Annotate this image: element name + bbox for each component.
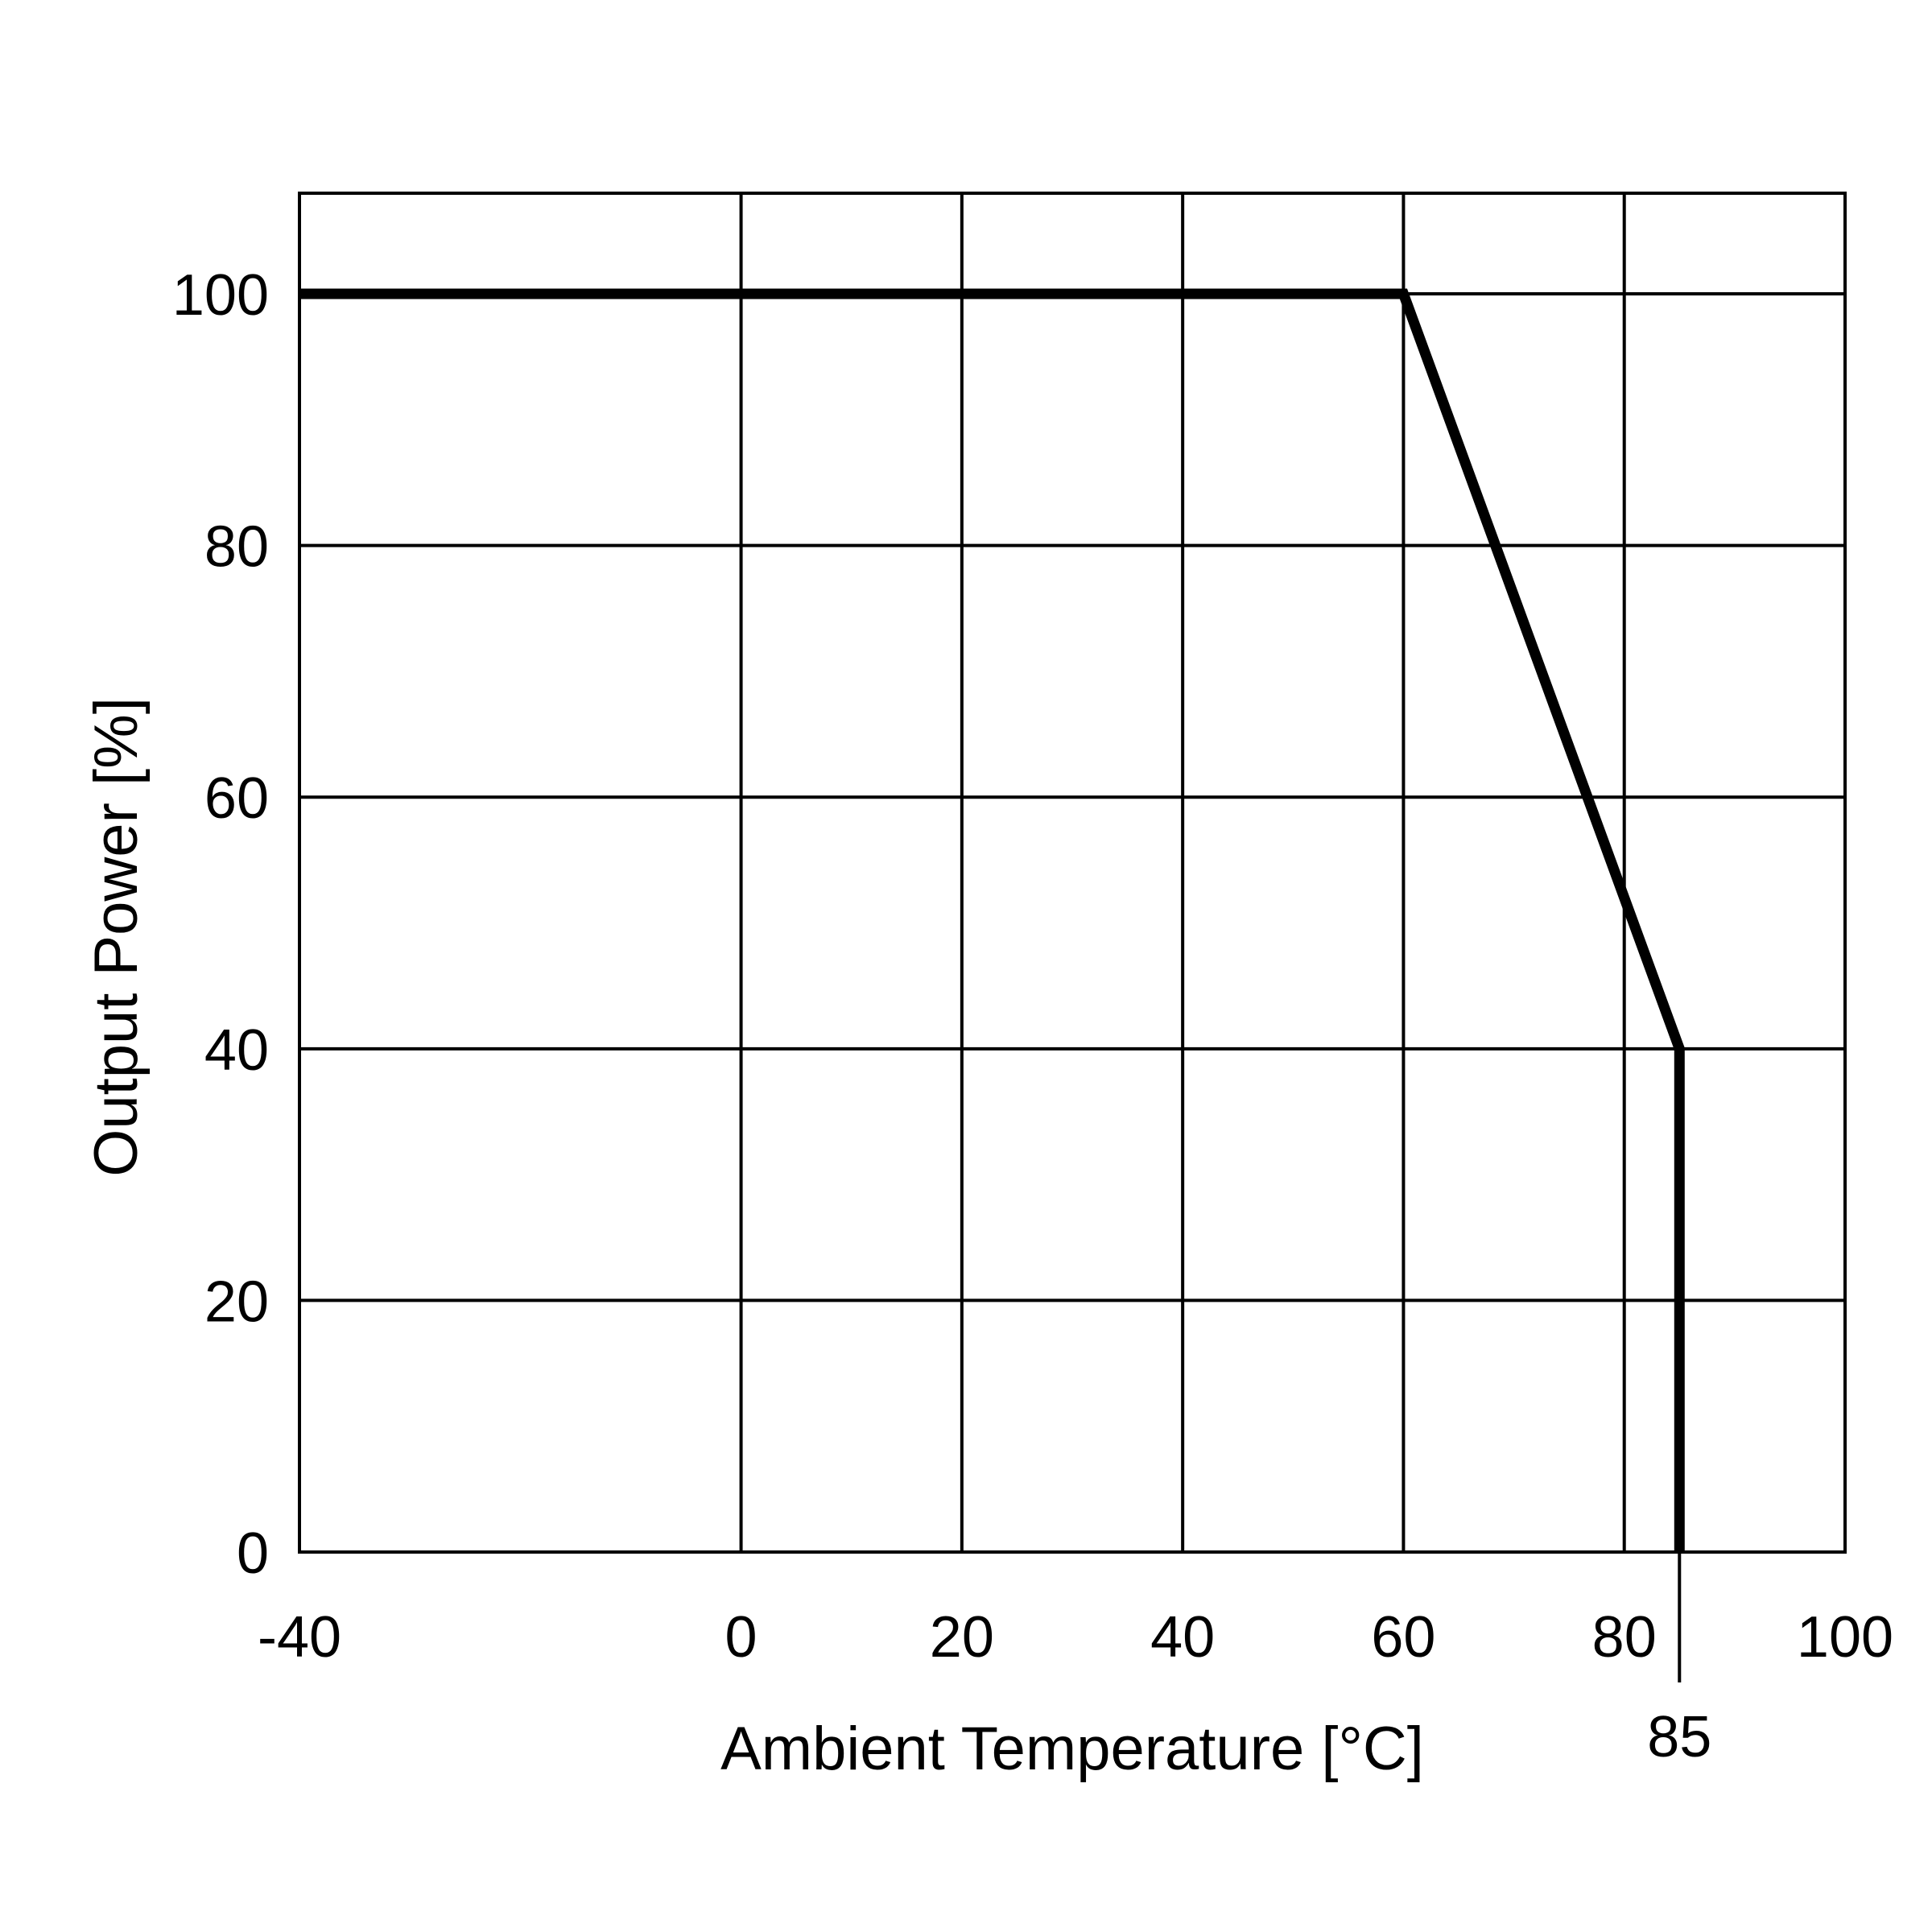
y-tick-label-1: 20 — [204, 1269, 269, 1334]
x-tick-label-4: 60 — [1371, 1605, 1435, 1670]
y-tick-label-5: 100 — [172, 263, 269, 328]
y-tick-label-2: 40 — [204, 1018, 269, 1083]
y-tick-label-4: 80 — [204, 515, 269, 580]
x-tick-label-6: 100 — [1797, 1605, 1893, 1670]
annotation-label-0: 85 — [1647, 1705, 1711, 1769]
y-tick-labels: 0 20 40 60 80 100 — [172, 263, 269, 1586]
y-tick-label-3: 60 — [204, 766, 269, 831]
x-tick-label-1: 0 — [725, 1605, 758, 1670]
series-group — [299, 288, 1685, 1552]
x-tick-label-3: 40 — [1150, 1605, 1215, 1670]
annotation-group: 85 — [1647, 1552, 1711, 1769]
x-tick-label-2: 20 — [930, 1605, 994, 1670]
x-axis-label: Ambient Temperature [°C] — [720, 1715, 1424, 1783]
y-axis-label: Output Power [%] — [82, 697, 151, 1177]
y-tick-label-0: 0 — [237, 1521, 269, 1586]
series-line-0 — [299, 288, 1685, 1552]
x-tick-labels: -40 0 20 40 60 80 100 — [258, 1605, 1893, 1670]
x-tick-label-0: -40 — [258, 1605, 341, 1670]
x-tick-label-5: 80 — [1592, 1605, 1657, 1670]
plot-frame — [298, 192, 1847, 1554]
